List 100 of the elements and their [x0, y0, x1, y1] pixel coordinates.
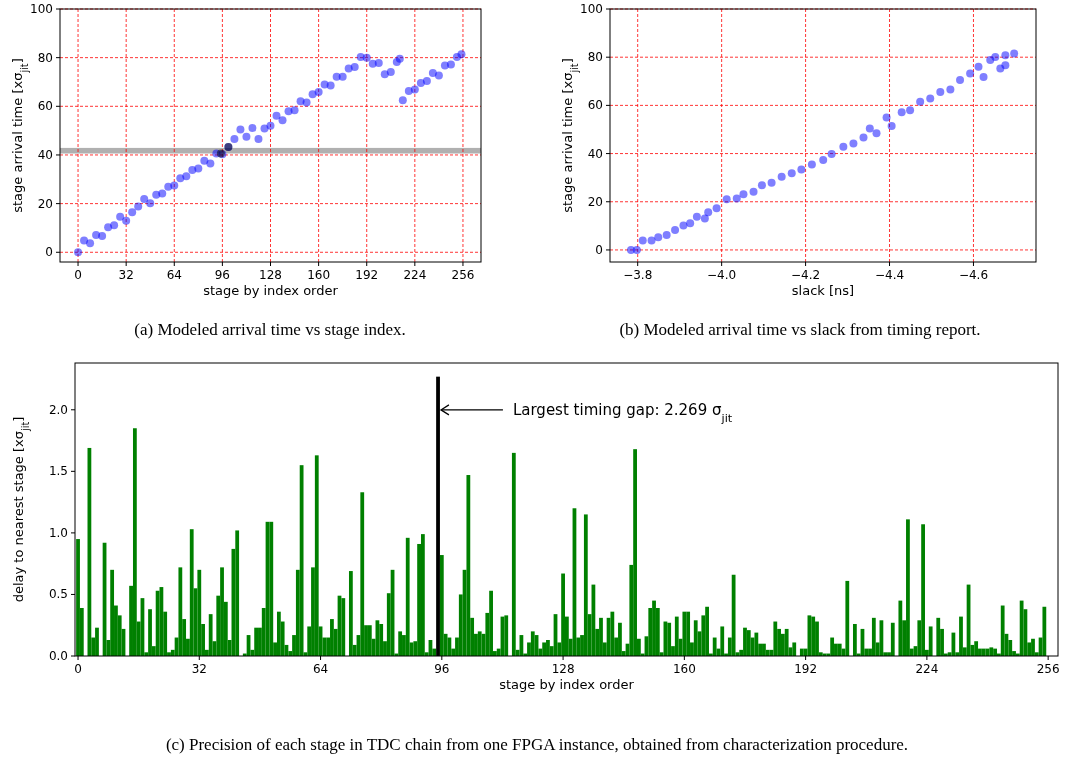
bar: [299, 465, 304, 656]
bar: [693, 620, 698, 656]
bar: [1000, 605, 1005, 656]
y-tick-label: 1.0: [48, 525, 68, 540]
y-tick-label: 0: [595, 242, 603, 257]
bar: [830, 637, 835, 656]
y-tick-label: 20: [37, 196, 53, 211]
y-tick-label: 100: [30, 2, 53, 16]
bar: [989, 647, 994, 656]
bar: [754, 632, 759, 656]
point: [712, 204, 721, 213]
x-tick-label: −3.8: [623, 268, 653, 282]
text: (c) Precision of each stage in TDC chain from one FPGA instance, obtained from characterization procedure.: [165, 735, 909, 754]
point: [777, 172, 786, 181]
bar: [780, 633, 785, 656]
bar: [845, 580, 850, 656]
y-tick-label: 100: [580, 2, 603, 16]
bar: [773, 621, 778, 656]
bar: [466, 475, 471, 656]
bar: [871, 617, 876, 656]
bar: [792, 642, 797, 656]
y-tick-label: 0.0: [48, 649, 68, 663]
bar: [921, 524, 925, 656]
bar: [712, 637, 717, 656]
point: [797, 165, 806, 174]
bar: [530, 631, 535, 656]
point: [704, 208, 713, 217]
bar: [360, 492, 365, 656]
point: [986, 56, 995, 65]
point: [906, 106, 915, 115]
point: [849, 139, 858, 148]
bar: [731, 574, 736, 656]
bar: [746, 630, 751, 656]
bar: [959, 616, 963, 656]
bar: [235, 530, 240, 656]
bar: [599, 617, 603, 656]
point: [1001, 51, 1010, 60]
y-tick-label: 40: [587, 146, 603, 161]
bar: [330, 619, 334, 656]
bar: [928, 626, 933, 656]
text: (b) Modeled arrival time vs slack from timing report.: [619, 320, 981, 339]
bar: [936, 617, 941, 656]
x-tick-label: 160: [672, 662, 696, 676]
point: [739, 190, 748, 199]
bar: [784, 628, 789, 656]
bar: [542, 642, 547, 656]
bar: [546, 640, 550, 656]
bar: [890, 622, 895, 656]
point: [1001, 61, 1010, 70]
x-tick-label: 96: [434, 662, 450, 676]
point: [632, 245, 641, 254]
bar: [837, 643, 842, 656]
x-axis-title: slack [ns]: [791, 283, 855, 298]
point: [757, 181, 766, 190]
x-tick-label: 160: [307, 268, 331, 282]
x-tick-label: 0: [74, 268, 82, 282]
point: [865, 124, 874, 133]
point: [679, 221, 688, 230]
point: [859, 133, 868, 142]
bar: [110, 569, 115, 656]
point: [807, 160, 816, 169]
bar: [610, 611, 615, 656]
bar: [906, 519, 910, 656]
x-tick-label: 256: [1036, 662, 1060, 676]
x-tick-label: −4.2: [791, 268, 821, 282]
y-tick-label: 0: [45, 245, 53, 260]
x-tick-label: 32: [118, 268, 134, 282]
y-tick-label: 60: [37, 99, 53, 114]
bar: [561, 573, 565, 656]
bar: [743, 627, 747, 656]
x-tick-label: 128: [259, 268, 282, 282]
x-tick-label: 256: [451, 268, 475, 282]
x-axis-title: stage by index order: [203, 283, 339, 298]
bar: [633, 449, 637, 656]
bar: [269, 521, 274, 656]
bar: [132, 428, 137, 656]
point: [647, 236, 656, 245]
bar: [189, 529, 194, 656]
x-tick-label: −4.6: [958, 268, 989, 282]
point: [732, 194, 741, 203]
point: [767, 178, 776, 187]
bar: [898, 600, 903, 656]
point: [839, 142, 848, 151]
bar: [583, 514, 588, 656]
bar: [618, 622, 622, 656]
bar: [348, 571, 353, 656]
x-tick-label: 192: [794, 662, 818, 676]
bar: [815, 621, 819, 656]
bar: [439, 555, 444, 656]
y-tick-label: 80: [587, 50, 603, 65]
bar: [852, 623, 857, 656]
point: [887, 122, 896, 131]
x-axis-title: stage by index order: [499, 677, 635, 692]
x-tick-label: 0: [74, 662, 82, 676]
bar: [367, 625, 372, 656]
point: [974, 62, 983, 71]
bar: [477, 631, 482, 656]
bar: [1019, 600, 1024, 656]
y-tick-label: 0.5: [48, 587, 68, 602]
text: (a) Modeled arrival time vs stage index.: [134, 320, 406, 339]
